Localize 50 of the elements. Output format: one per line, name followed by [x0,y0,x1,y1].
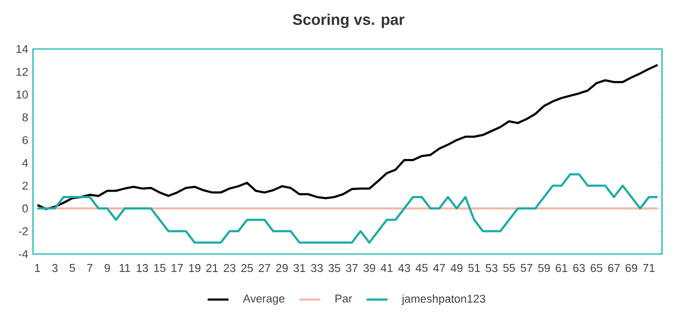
x-tick-label: 21 [206,264,218,272]
y-tick-label: 8 [22,113,28,122]
x-tick-label: 45 [416,264,428,272]
x-tick-label: 7 [87,264,92,272]
x-tick-label: 47 [433,264,445,272]
y-tick-label: 0 [22,204,28,212]
x-tick-label: 53 [486,264,498,272]
x-tick-label: 33 [311,264,323,272]
x-tick-label: 37 [346,264,358,272]
x-tick-label: 55 [503,264,515,272]
x-tick-label: 57 [520,264,532,272]
x-tick-label: 9 [104,264,110,272]
x-tick-label: 41 [380,264,393,272]
x-tick-label: 23 [224,264,236,272]
y-tick-label: 14 [16,45,28,53]
x-tick-label: 39 [363,264,376,272]
x-tick-label: 29 [276,264,288,272]
legend-label: jameshpaton123 [402,294,486,305]
y-tick-label: 6 [22,136,28,144]
chart-title: Scoring vs. par [292,14,404,28]
x-tick-label: 13 [136,264,148,272]
x-tick-label: 5 [70,264,76,272]
x-tick-label: 61 [556,264,568,272]
y-tick-label: 4 [22,158,28,167]
y-tick-label: 10 [16,90,28,99]
x-tick-label: 27 [258,264,270,272]
x-tick-label: 19 [189,264,200,272]
x-tick-label: 59 [538,264,550,272]
x-tick-label: 51 [468,264,480,272]
legend-label: Par [336,294,352,303]
x-tick-label: 71 [643,264,655,272]
x-tick-label: 3 [52,264,58,272]
y-tick-label: 12 [16,68,28,76]
x-tick-label: 67 [608,264,620,272]
x-tick-label: 35 [328,264,340,272]
x-tick-label: 17 [172,264,183,272]
x-tick-label: 31 [294,264,306,272]
x-tick-label: 43 [398,264,410,272]
x-tick-label: 15 [154,264,166,272]
legend-label: Average [242,294,284,305]
x-tick-label: 69 [626,264,638,272]
x-tick-label: 11 [120,264,130,272]
y-tick-label: -2 [18,227,28,236]
x-tick-label: 63 [573,264,585,272]
x-tick-label: 1 [35,264,40,272]
x-tick-label: 65 [590,264,602,272]
y-tick-label: 2 [22,182,28,190]
x-tick-label: 25 [241,264,253,272]
x-tick-label: 49 [450,264,462,272]
y-tick-label: -4 [18,250,28,258]
